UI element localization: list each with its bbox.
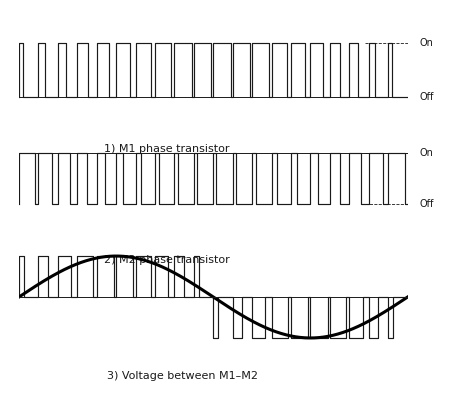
Text: Off: Off [419, 92, 434, 102]
Text: 3) Voltage between M1–M2: 3) Voltage between M1–M2 [107, 371, 258, 381]
Text: On: On [419, 38, 433, 48]
Text: 2) M2 phase transistor: 2) M2 phase transistor [104, 255, 229, 265]
Text: Off: Off [419, 199, 434, 209]
Text: 1) M1 phase transistor: 1) M1 phase transistor [104, 144, 229, 154]
Text: On: On [419, 148, 433, 158]
